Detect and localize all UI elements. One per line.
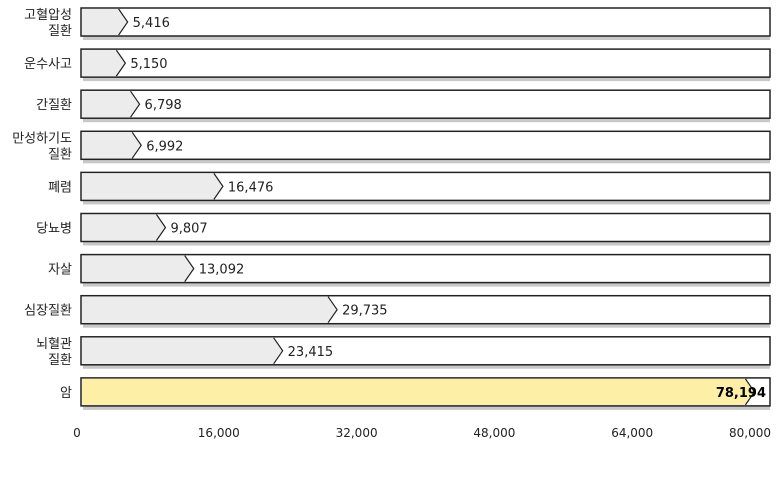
bar-shadow: [83, 36, 770, 40]
bar-shadow: [83, 282, 770, 287]
bar-shadow: [83, 200, 770, 205]
category-label-line: 폐렴: [48, 180, 72, 195]
bar: [82, 9, 128, 35]
bar-chevron: [155, 214, 167, 241]
bar-chevron: [115, 49, 127, 77]
bar: [82, 378, 755, 405]
bar-track: [80, 253, 771, 284]
category-label: 심장질환: [24, 304, 72, 319]
bar-row: 6,992 만성하기도 질환: [12, 130, 771, 164]
category-label: 폐렴: [48, 180, 72, 195]
bar-chevron: [327, 296, 338, 324]
bar-shadow: [83, 159, 770, 164]
bar-row: 13,092 자살: [48, 253, 771, 287]
category-label: 운수사고: [24, 57, 72, 72]
category-label-line: 고혈압성: [24, 8, 72, 23]
data-label: 29,735: [342, 304, 388, 319]
category-label-line: 운수사고: [24, 57, 72, 72]
category-label: 자살: [48, 263, 72, 278]
bar-track: [80, 89, 771, 119]
bar-chevron: [744, 378, 756, 406]
bar-shadow: [83, 77, 770, 82]
category-label: 뇌혈관 질환: [36, 337, 72, 368]
data-label: 78,194: [716, 386, 766, 401]
data-label: 23,415: [288, 345, 334, 360]
bar-shadow: [83, 241, 770, 246]
bar: [82, 337, 283, 364]
category-label-line: 질환: [48, 24, 72, 39]
bar-track: [80, 7, 771, 37]
bar-chevron: [131, 131, 142, 159]
x-tick-label: 64,000: [611, 426, 653, 440]
category-label-line: 질환: [48, 147, 72, 162]
bar-row: 5,416 고혈압성 질환: [24, 7, 771, 40]
bar-shadow: [83, 118, 770, 123]
bar-row: 6,798 간질환: [36, 89, 771, 123]
x-tick-label: 32,000: [336, 426, 378, 440]
category-label-line: 심장질환: [24, 304, 72, 319]
bar-shadow: [83, 405, 770, 410]
bar-chevron: [273, 337, 284, 365]
category-label: 당뇨병: [36, 222, 72, 237]
bar-chevron: [130, 90, 141, 118]
category-label: 고혈압성 질환: [24, 8, 72, 39]
data-label: 5,416: [133, 16, 170, 31]
bar: [82, 255, 194, 282]
bar: [82, 91, 140, 118]
bar-chevron: [118, 8, 129, 36]
bar: [82, 214, 166, 241]
category-label-line: 암: [60, 386, 72, 401]
category-label: 만성하기도 질환: [12, 131, 72, 162]
data-label: 6,992: [146, 139, 183, 154]
data-label: 5,150: [130, 57, 167, 72]
data-label: 9,807: [170, 222, 207, 237]
category-label: 암: [60, 386, 72, 401]
bar-row: 9,807 당뇨병: [36, 212, 771, 246]
data-label: 6,798: [145, 98, 182, 113]
bar: [82, 173, 223, 200]
category-label-line: 만성하기도: [12, 131, 72, 146]
bar-chevron: [213, 173, 224, 200]
x-tick-label: 0: [73, 426, 81, 440]
category-label-line: 당뇨병: [36, 222, 72, 237]
bar-track: [80, 48, 771, 78]
bar-chevron: [184, 255, 195, 282]
bar: [82, 132, 142, 159]
category-label-line: 자살: [48, 263, 72, 278]
category-label-line: 뇌혈관: [36, 337, 72, 352]
bar-track: [80, 130, 771, 161]
category-label-line: 질환: [48, 353, 72, 368]
bar-row: 78,194 암: [60, 377, 771, 410]
bar-row: 29,735 심장질환: [24, 294, 771, 328]
x-tick-label: 16,000: [198, 426, 240, 440]
x-tick-label: 80,000: [729, 426, 771, 440]
bar-row: 16,476 폐렴: [48, 171, 771, 205]
bar-shadow: [83, 364, 770, 369]
bar: [82, 50, 126, 77]
bar-row: 5,150 운수사고: [24, 48, 771, 82]
bar: [82, 296, 338, 323]
bar-shadow: [83, 323, 770, 328]
bar-row: 23,415 뇌혈관 질환: [36, 336, 771, 369]
category-label-line: 간질환: [36, 98, 72, 113]
data-label: 16,476: [228, 180, 273, 195]
category-label: 간질환: [36, 98, 72, 113]
data-label: 13,092: [199, 263, 245, 278]
x-tick-label: 48,000: [473, 426, 515, 440]
bar-track: [80, 212, 771, 243]
